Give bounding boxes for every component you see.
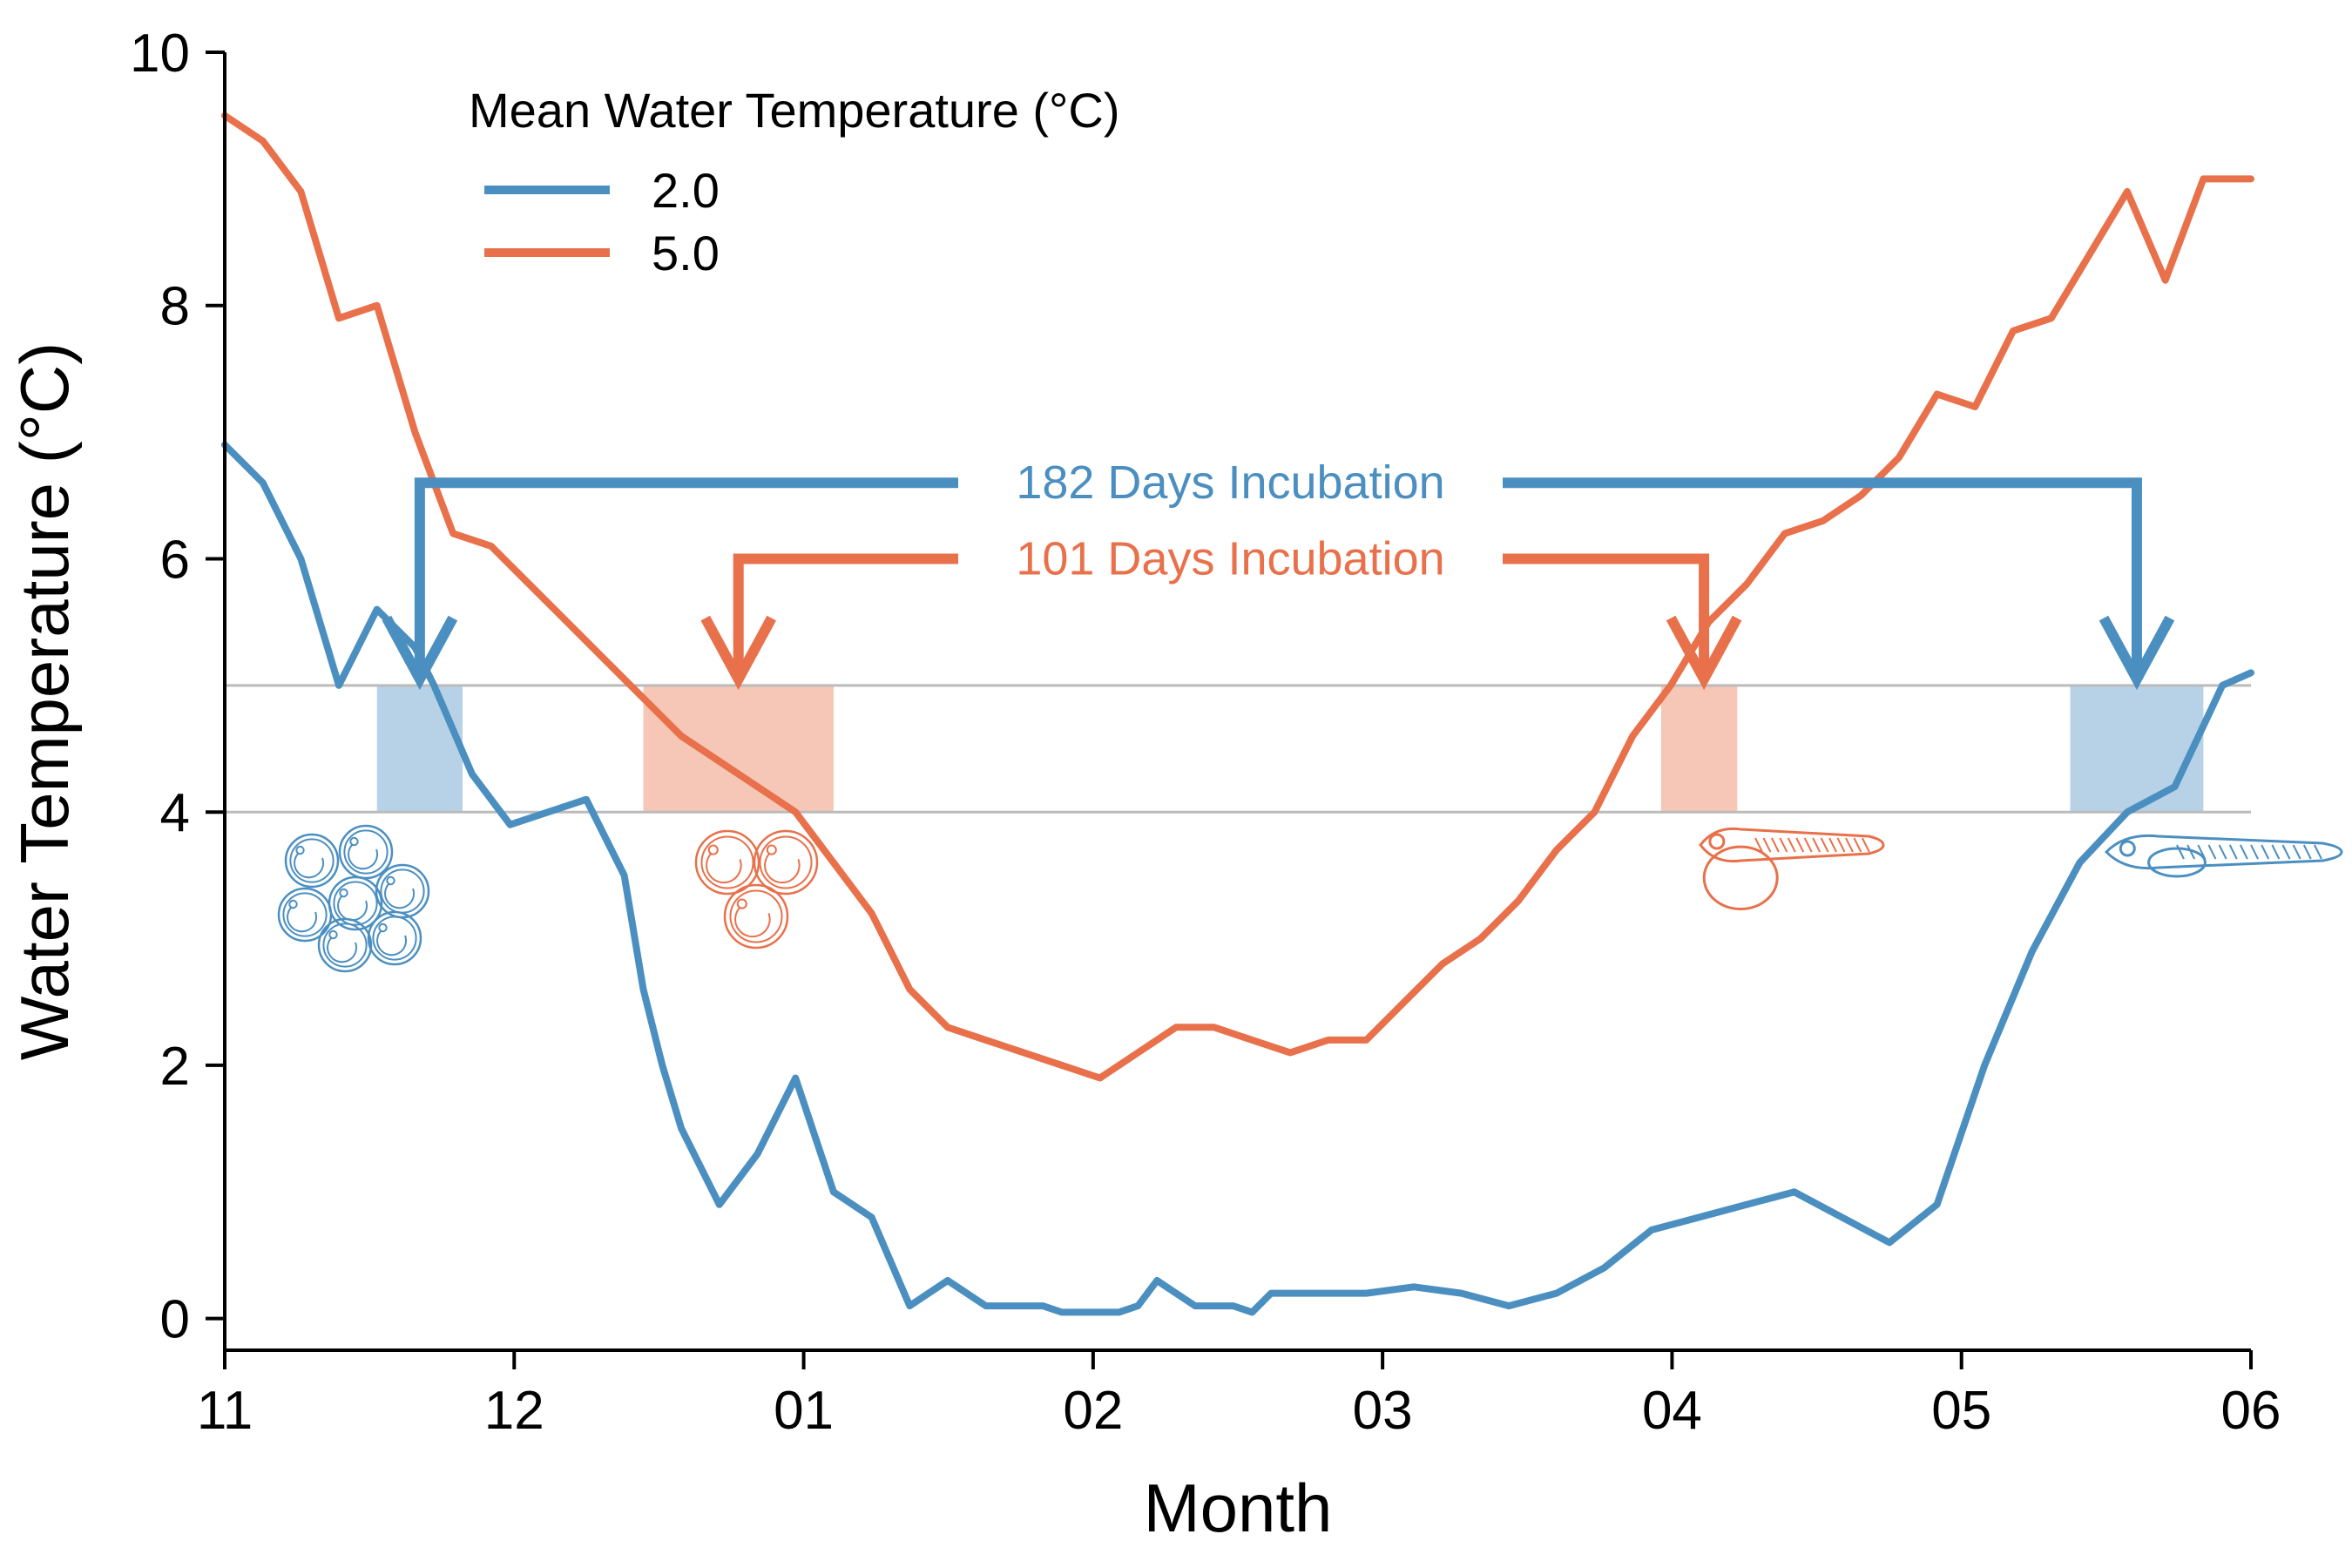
bracket-1-arrow-0 — [700, 615, 776, 691]
reference-lines — [225, 684, 2251, 814]
incubation-label-0: 182 Days Incubation — [1016, 456, 1444, 509]
egg-2 — [375, 863, 430, 919]
eggs-cluster-icon — [277, 824, 430, 973]
series-line-2-0 — [221, 441, 2254, 1316]
incubation-band-3 — [2070, 685, 2204, 813]
bracket-0-arrow-1 — [2099, 615, 2175, 691]
x-tick-label-7: 06 — [2221, 1381, 2281, 1441]
x-tick-label-4: 03 — [1353, 1381, 1413, 1441]
legend-label-0: 2.0 — [652, 163, 720, 218]
larva-icon — [2104, 834, 2343, 878]
egg-2 — [723, 883, 789, 950]
egg-5 — [317, 917, 373, 973]
incubation-band-0 — [376, 685, 463, 813]
incubation-band-2 — [1660, 685, 1738, 813]
y-tick-label-0: 0 — [160, 1290, 190, 1350]
egg-4 — [277, 887, 333, 943]
y-tick-label-2: 4 — [160, 783, 190, 843]
y-tick-label-3: 6 — [160, 530, 190, 590]
life-stage-icons — [277, 824, 2343, 973]
y-tick-label-4: 8 — [160, 277, 190, 337]
series-layer — [221, 112, 2254, 1316]
x-tick-label-6: 05 — [1931, 1381, 1991, 1441]
incubation-brackets: 182 Days Incubation 101 Days Incubation — [382, 456, 2175, 691]
bracket-0-arrow-0 — [382, 615, 458, 691]
bracket-1-right — [1503, 553, 1710, 672]
egg-0 — [694, 829, 760, 896]
egg-0 — [284, 833, 340, 889]
incubation-band-1 — [643, 685, 834, 813]
eggs-small-cluster-icon — [694, 829, 819, 950]
bracket-1-arrow-1 — [1666, 615, 1742, 691]
y-tick-label-1: 2 — [160, 1037, 190, 1097]
legend-title: Mean Water Temperature (°C) — [469, 83, 1120, 138]
x-tick-label-1: 12 — [484, 1381, 544, 1441]
bracket-0-right — [1503, 477, 2142, 672]
incubation-label-1: 101 Days Incubation — [1016, 532, 1444, 585]
bracket-0-left — [414, 477, 958, 672]
egg-1 — [753, 829, 819, 896]
x-tick-label-3: 02 — [1063, 1381, 1123, 1441]
larva-yolk-sac-icon — [1699, 827, 1885, 910]
egg-1 — [338, 824, 394, 880]
y-tick-label-5: 10 — [130, 24, 190, 84]
legend-label-1: 5.0 — [652, 226, 720, 280]
legend: Mean Water Temperature (°C) 2.0 5.0 — [469, 83, 1120, 280]
egg-6 — [367, 910, 422, 966]
x-axis-title: Month — [1144, 1470, 1333, 1546]
incubation-bands — [376, 685, 2204, 813]
x-tick-label-5: 04 — [1642, 1381, 1702, 1441]
bracket-1-left — [733, 553, 958, 672]
y-axis-title: Water Temperature (°C) — [6, 342, 83, 1060]
x-tick-label-0: 11 — [197, 1381, 253, 1441]
x-tick-label-2: 01 — [774, 1381, 834, 1441]
series-line-5-0 — [221, 112, 2254, 1082]
